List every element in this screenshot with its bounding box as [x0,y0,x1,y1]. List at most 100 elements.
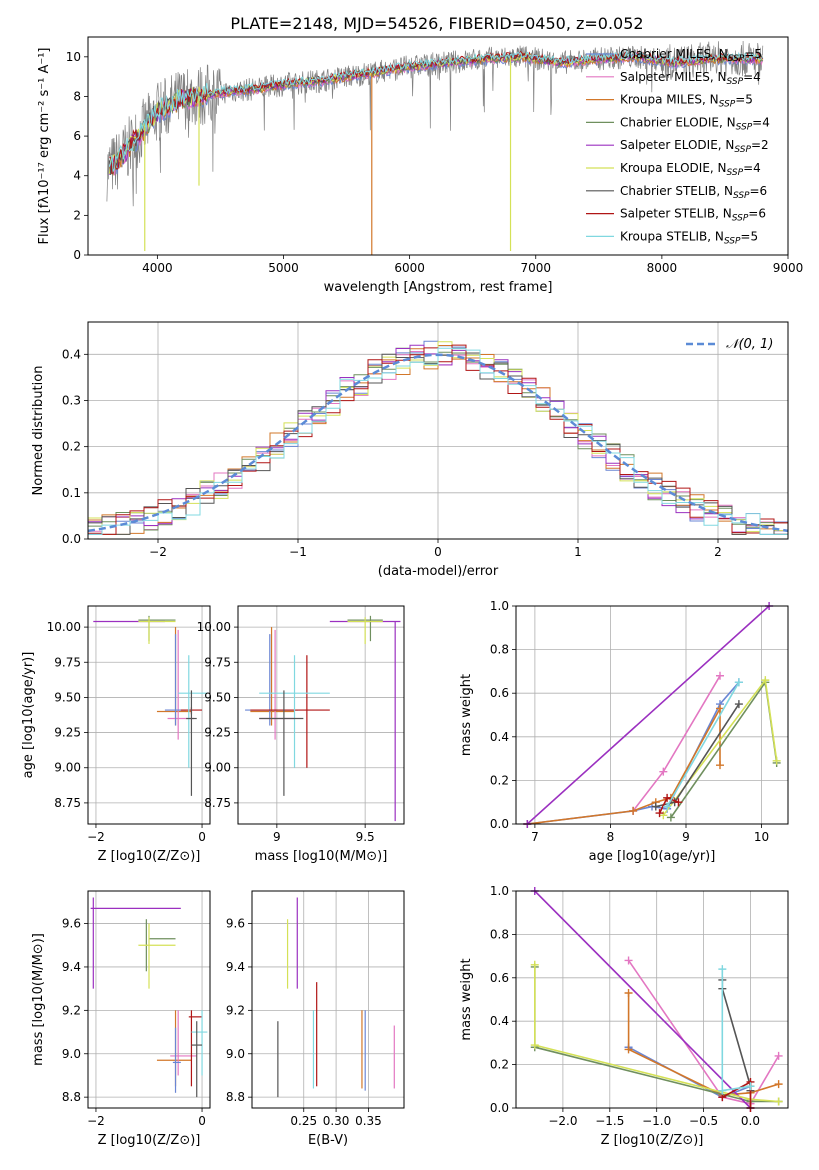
y-tick-label: 9.25 [204,726,231,740]
x-axis-label: Z [log10(Z/Z⊙)] [98,1133,201,1148]
x-tick-label: 0.30 [323,1114,350,1128]
y-tick-label: 0.3 [62,393,81,407]
legend-label-kroupa_miles: Kroupa MILES, NSSP=5 [620,93,753,110]
x-tick-label: 0.25 [290,1114,317,1128]
y-tick-label: 4 [73,169,81,183]
series-marker-kroupa_miles [716,704,724,713]
y-tick-label: 0.4 [490,730,509,744]
y-tick-label: 8.8 [226,1090,245,1104]
series-marker-kroupa_stelib [718,1086,727,1095]
y-tick-label: 0.2 [62,440,81,454]
y-axis-label: mass weight [459,674,474,756]
y-tick-label: 0.2 [490,773,509,787]
series-marker-kroupa_elodie [530,1041,539,1050]
y-tick-label: 0.0 [62,532,81,546]
age-vs-metallicity-panel: −2 0 8.75 9.00 9.25 9.50 9.75 10.00 Z [log10(Z/Z… [21,605,211,864]
x-axis-label: mass [log10(M/M⊙)] [255,849,388,864]
y-tick-label: 0.1 [62,486,81,500]
y-tick-label: 9.25 [54,726,81,740]
y-axis-label: mass weight [459,958,474,1040]
x-tick-label: 2 [714,545,722,559]
y-tick-label: 10 [66,50,81,64]
axes-frame [515,605,789,825]
legend-label-chabrier_stelib: Chabrier STELIB, NSSP=6 [620,184,767,201]
x-tick-label: 8 [607,830,615,844]
x-tick-label: −0.5 [689,1114,718,1128]
x-axis-label: E(B-V) [308,1133,348,1148]
x-tick-label: 1 [574,545,582,559]
y-tick-label: 8.75 [54,796,81,810]
series-marker-kroupa_miles [774,1080,783,1089]
x-tick-label: 8000 [647,261,678,275]
y-tick-label: 9.75 [204,655,231,669]
y-tick-label: 9.6 [62,917,81,931]
x-axis-label: Z [log10(Z/Z⊙)] [98,849,201,864]
series-marker-kroupa_miles [624,988,633,997]
series-marker-kroupa_miles [716,761,724,770]
legend-label-chabrier_miles: Chabrier MILES, NSSP=5 [620,47,762,64]
x-tick-label: 9 [273,830,281,844]
axes-frame [251,890,405,1109]
x-axis-label: Z [log10(Z/Z⊙)] [601,1133,704,1148]
y-tick-label: 9.0 [226,1047,245,1061]
series-line-kroupa_elodie [534,964,779,1103]
mass-vs-extinction-panel: 0.25 0.30 0.35 8.8 9.0 9.2 9.4 9.6 E(B-V) [226,890,405,1148]
y-tick-label: 9.50 [204,690,231,704]
model-spectrum-kroupa_stelib [108,49,763,174]
y-tick-label: 9.2 [226,1003,245,1017]
x-tick-label: 0 [198,830,206,844]
series-marker-salpeter_miles [659,767,668,776]
y-tick-label: 9.6 [226,917,245,931]
series-marker-chabrier_stelib [651,802,660,811]
axes-frame [87,605,211,825]
x-tick-label: 7000 [520,261,551,275]
series-line-salpeter_miles [627,959,780,1105]
y-tick-label: 0.4 [62,347,81,361]
observed-spectrum-line [106,40,764,207]
y-tick-label: 0.0 [490,1101,509,1115]
x-tick-label: 10 [754,830,769,844]
y-tick-label: 0.4 [490,1014,509,1028]
y-axis-label: mass [log10(M/M⊙)] [31,933,46,1066]
y-axis-label: Flux [fλ10⁻¹⁷ erg cm⁻² s⁻¹ A⁻¹] [37,48,52,245]
y-tick-label: 9.0 [62,1047,81,1061]
figure-title: PLATE=2148, MJD=54526, FIBERID=0450, z=0… [230,14,643,33]
series-marker-kroupa_stelib [746,1082,755,1091]
series-line-kroupa_miles [527,708,721,824]
legend-label-normal: 𝒩(0, 1) [726,337,773,352]
series-marker-kroupa_stelib [734,678,743,687]
x-axis-label: age [log10(age/yr)] [589,849,716,864]
x-tick-label: 9000 [773,261,804,275]
series-marker-kroupa_elodie [774,1097,783,1106]
age-vs-mass-panel: 9 9.5 8.75 9.00 9.25 9.50 9.75 10.00 mass [log10… [197,605,405,864]
y-tick-label: 0.2 [490,1058,509,1072]
series-line-kroupa_stelib [666,681,740,808]
legend-label-salpeter_miles: Salpeter MILES, NSSP=4 [620,70,761,87]
axes-frame [87,890,211,1109]
histogram-kroupa_stelib [88,347,788,535]
residual-histogram-panel: −2 −1 0 1 2 0.0 0.1 0.2 0.3 0.4 (data-model)/error… [31,321,789,579]
x-tick-label: −2 [87,1114,105,1128]
series-marker-salpeter_miles [716,671,724,680]
x-axis-label: (data-model)/error [378,564,499,579]
y-tick-label: 9.4 [62,960,81,974]
x-tick-label: 0 [198,1114,206,1128]
y-tick-label: 9.75 [54,655,81,669]
axes-frame [237,605,405,825]
y-axis-label: Normed distribution [31,366,46,496]
series-marker-salpeter_stelib [663,793,672,802]
y-tick-label: 10.00 [47,620,81,634]
y-tick-label: 8 [73,89,81,103]
axes-frame [87,321,789,540]
spectrum-legend: Chabrier MILES, NSSP=5 Salpeter MILES, NS… [586,47,770,246]
series-marker-kroupa_stelib [663,802,672,811]
series-marker-kroupa_elodie [530,960,539,969]
x-tick-label: −2.0 [548,1114,577,1128]
y-tick-label: 0.8 [490,927,509,941]
legend-label-salpeter_elodie: Salpeter ELODIE, NSSP=2 [620,138,769,155]
series-line-salpeter_elodie [526,606,770,824]
x-tick-label: −1.5 [595,1114,624,1128]
y-tick-label: 9.2 [62,1003,81,1017]
y-tick-label: 9.4 [226,960,245,974]
series-marker-kroupa_miles [624,1045,633,1054]
